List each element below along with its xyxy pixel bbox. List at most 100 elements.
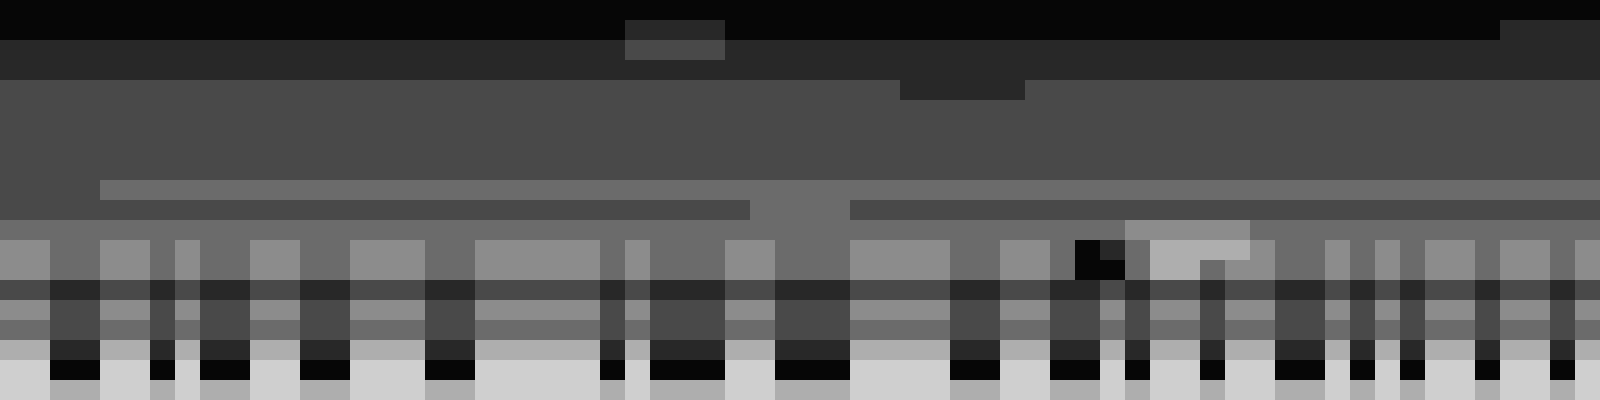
cell (500, 260, 526, 281)
cell (600, 320, 626, 341)
cell (325, 260, 351, 281)
cell (250, 20, 276, 41)
cell (200, 320, 226, 341)
cell (1225, 220, 1251, 241)
cell (700, 260, 726, 281)
cell (700, 60, 726, 81)
cell (1475, 280, 1501, 301)
cell (1050, 20, 1076, 41)
cell (1525, 120, 1551, 141)
cell (575, 140, 601, 161)
cell (175, 160, 201, 181)
cell (425, 80, 451, 101)
cell (1525, 320, 1551, 341)
cell (1325, 360, 1351, 381)
cell (525, 180, 551, 201)
cell (50, 260, 76, 281)
cell (375, 220, 401, 241)
cell (825, 0, 851, 21)
cell (1325, 20, 1351, 41)
cell (675, 200, 701, 221)
cell (750, 220, 776, 241)
cell (1525, 380, 1551, 400)
cell (0, 280, 26, 301)
cell (75, 380, 101, 400)
cell (600, 100, 626, 121)
cell (725, 60, 751, 81)
cell (400, 140, 426, 161)
cell (1375, 180, 1401, 201)
cell (975, 140, 1001, 161)
cell (725, 120, 751, 141)
cell (1225, 180, 1251, 201)
cell (825, 340, 851, 361)
cell (675, 340, 701, 361)
cell (1100, 160, 1126, 181)
cell (1400, 300, 1426, 321)
cell (575, 220, 601, 241)
cell (1475, 40, 1501, 61)
cell (750, 40, 776, 61)
cell (375, 80, 401, 101)
cell (175, 240, 201, 261)
cell (1175, 320, 1201, 341)
cell (900, 80, 926, 101)
cell (775, 360, 801, 381)
cell (350, 40, 376, 61)
cell (900, 0, 926, 21)
cell (200, 160, 226, 181)
chart (0, 0, 1600, 400)
cell (500, 60, 526, 81)
cell (1575, 100, 1600, 121)
cell (1050, 60, 1076, 81)
cell (875, 0, 901, 21)
cell (1300, 220, 1326, 241)
cell (1300, 140, 1326, 161)
cell (250, 300, 276, 321)
cell (925, 200, 951, 221)
cell (725, 160, 751, 181)
cell (625, 280, 651, 301)
cell (1100, 180, 1126, 201)
cell (425, 360, 451, 381)
cell (1350, 180, 1376, 201)
cell (950, 280, 976, 301)
cell (375, 0, 401, 21)
cell (525, 380, 551, 400)
cell (1450, 80, 1476, 101)
cell (775, 20, 801, 41)
cell (1500, 380, 1526, 400)
cell (350, 220, 376, 241)
cell (525, 200, 551, 221)
cell (600, 160, 626, 181)
cell (675, 80, 701, 101)
cell (900, 60, 926, 81)
cell (1525, 60, 1551, 81)
cell (1525, 360, 1551, 381)
cell (1500, 40, 1526, 61)
cell (1300, 260, 1326, 281)
cell (1400, 200, 1426, 221)
cell (850, 0, 876, 21)
cell (850, 20, 876, 41)
cell (175, 380, 201, 400)
cell (500, 200, 526, 221)
cell (725, 80, 751, 101)
cell (225, 180, 251, 201)
cell (375, 40, 401, 61)
cell (1200, 60, 1226, 81)
cell (1525, 100, 1551, 121)
cell (1400, 340, 1426, 361)
cell (775, 0, 801, 21)
cell (1075, 120, 1101, 141)
cell (225, 260, 251, 281)
cell (325, 200, 351, 221)
cell (775, 240, 801, 261)
cell (1250, 20, 1276, 41)
cell (850, 200, 876, 221)
cell (175, 320, 201, 341)
cell (1550, 160, 1576, 181)
cell (1575, 140, 1600, 161)
cell (0, 320, 26, 341)
cell (1325, 260, 1351, 281)
